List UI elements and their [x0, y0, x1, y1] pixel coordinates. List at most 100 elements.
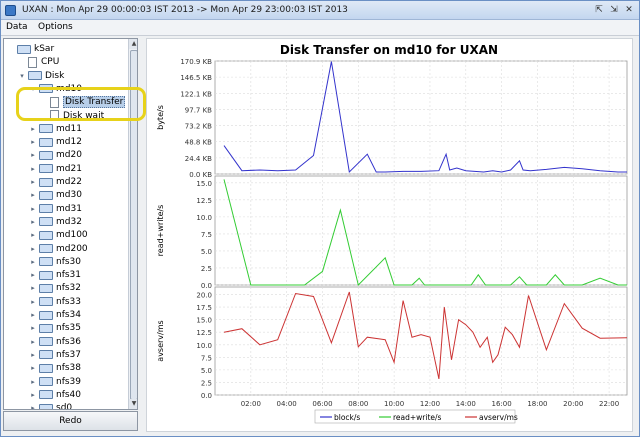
expanded-twisty-icon[interactable]: ▾: [20, 71, 24, 80]
tree-item[interactable]: ▸ nfs36: [29, 335, 81, 349]
tree-item-label: nfs34: [56, 310, 82, 320]
collapsed-twisty-icon[interactable]: ▸: [31, 297, 35, 306]
tree-item[interactable]: ▸ nfs39: [29, 375, 81, 389]
folder-icon: [39, 377, 53, 386]
y-tick-label: 0.0: [201, 392, 212, 400]
tree-item[interactable]: ▾ Disk: [18, 69, 64, 83]
tree-item[interactable]: CPU: [18, 55, 59, 69]
collapsed-twisty-icon[interactable]: ▸: [31, 311, 35, 319]
folder-icon: [39, 323, 53, 333]
folder-icon: [39, 177, 53, 187]
collapsed-twisty-icon[interactable]: ▸: [31, 284, 35, 293]
plot-area: [214, 60, 628, 175]
restore-icon[interactable]: ⇱: [595, 5, 603, 15]
collapsed-twisty-icon[interactable]: ▸: [31, 350, 35, 359]
x-tick-label: 04:00: [277, 400, 297, 408]
y-tick-label: 0.0: [201, 282, 212, 290]
tree-item[interactable]: ▸ md30: [29, 188, 82, 202]
y-tick-label: 17.5: [196, 304, 212, 312]
folder-icon: [39, 283, 53, 293]
y-tick-label: 24.4 KB: [185, 155, 212, 163]
title-bar: UXAN : Mon Apr 29 00:00:03 IST 2013 -> M…: [1, 1, 639, 20]
scroll-down-arrow-icon[interactable]: ▼: [129, 399, 137, 409]
tree-item[interactable]: ▸ md100: [29, 228, 87, 242]
tree-item[interactable]: ▸ md11: [29, 122, 82, 136]
collapsed-twisty-icon[interactable]: ▸: [31, 204, 35, 213]
folder-icon: [39, 230, 53, 240]
collapsed-twisty-icon[interactable]: ▸: [31, 271, 35, 280]
y-tick-label: 15.0: [196, 317, 212, 325]
tree-item[interactable]: ▸ md20: [29, 148, 82, 162]
tree-item[interactable]: ▸ nfs31: [29, 268, 81, 282]
tree-item[interactable]: Disk Transfer: [40, 95, 126, 109]
tree-item[interactable]: ▸ md32: [29, 215, 82, 229]
folder-icon: [39, 137, 53, 147]
collapsed-twisty-icon[interactable]: ▸: [31, 151, 35, 160]
tree-item[interactable]: ▸ md21: [29, 162, 82, 176]
collapsed-twisty-icon[interactable]: ▸: [31, 257, 35, 266]
folder-icon: [39, 84, 53, 94]
tree-item[interactable]: ▸ nfs35: [29, 321, 81, 335]
tree-item-label: nfs37: [56, 349, 82, 360]
tree-item[interactable]: ▸ sd0: [29, 401, 73, 410]
tree-item[interactable]: ▸ md31: [29, 202, 82, 216]
x-tick-label: 18:00: [527, 400, 547, 408]
tree-item[interactable]: ▸ md12: [29, 135, 82, 149]
tree-item[interactable]: ▸ nfs40: [29, 388, 81, 402]
tree-item[interactable]: ▸ nfs34: [29, 308, 81, 322]
collapsed-twisty-icon[interactable]: ▸: [31, 324, 35, 333]
collapsed-twisty-icon[interactable]: ▸: [31, 217, 35, 226]
tree-item-label: nfs32: [56, 283, 82, 294]
tree-item[interactable]: ▸ md22: [29, 175, 82, 189]
tree-item[interactable]: ▸ nfs33: [29, 295, 81, 309]
scroll-up-arrow-icon[interactable]: ▲: [129, 39, 137, 49]
y-tick-label: 10.0: [196, 214, 212, 222]
collapsed-twisty-icon[interactable]: ▸: [31, 231, 35, 240]
legend-label: read+write/s: [393, 413, 442, 422]
scroll-thumb[interactable]: [130, 50, 137, 400]
tree-item-label: md20: [56, 150, 82, 161]
disk-transfer-chart: Disk Transfer on md10 for UXAN 0.0 KB 24.4…: [156, 43, 628, 424]
collapsed-twisty-icon[interactable]: ▸: [31, 244, 35, 253]
legend-label: block/s: [334, 413, 360, 422]
x-tick-label: 22:00: [599, 400, 619, 408]
plot-area: [214, 175, 628, 286]
y-tick-label: 2.5: [201, 379, 212, 387]
tree-item-label: sd0: [56, 403, 73, 410]
maximize-icon[interactable]: ⇲: [610, 5, 618, 15]
expanded-twisty-icon[interactable]: ▾: [31, 84, 35, 93]
tree-item[interactable]: Disk wait: [40, 109, 104, 123]
tree-item[interactable]: kSar: [7, 42, 54, 56]
collapsed-twisty-icon[interactable]: ▸: [31, 178, 35, 186]
folder-icon: [39, 257, 53, 267]
collapsed-twisty-icon[interactable]: ▸: [31, 404, 35, 410]
folder-icon: [39, 403, 53, 409]
tree-item-label: md10: [56, 83, 82, 94]
collapsed-twisty-icon[interactable]: ▸: [31, 390, 35, 399]
tree-item-label: nfs35: [56, 323, 82, 334]
collapsed-twisty-icon[interactable]: ▸: [31, 138, 35, 147]
x-tick-label: 08:00: [348, 400, 368, 408]
x-tick-label: 20:00: [563, 400, 583, 408]
tree-item[interactable]: ▸ nfs38: [29, 361, 81, 375]
tree-item[interactable]: ▸ md200: [29, 242, 87, 256]
tree-item[interactable]: ▸ nfs37: [29, 348, 81, 362]
menu-options[interactable]: Options: [38, 22, 73, 32]
folder-icon: [39, 363, 53, 373]
collapsed-twisty-icon[interactable]: ▸: [31, 191, 35, 200]
tree-scrollbar[interactable]: ▲ ▼: [128, 39, 137, 409]
collapsed-twisty-icon[interactable]: ▸: [31, 337, 35, 346]
app-icon: [5, 5, 16, 16]
collapsed-twisty-icon[interactable]: ▸: [31, 377, 35, 386]
redo-button[interactable]: Redo: [3, 411, 138, 431]
tree-item-label: md32: [56, 216, 82, 227]
tree-item[interactable]: ▸ nfs32: [29, 281, 81, 295]
collapsed-twisty-icon[interactable]: ▸: [31, 364, 35, 373]
tree-item[interactable]: ▸ nfs30: [29, 255, 81, 269]
tree-item[interactable]: ▾ md10: [29, 82, 82, 96]
folder-icon: [28, 71, 42, 81]
collapsed-twisty-icon[interactable]: ▸: [31, 164, 35, 173]
collapsed-twisty-icon[interactable]: ▸: [31, 124, 35, 133]
menu-data[interactable]: Data: [6, 22, 28, 32]
close-icon[interactable]: ✕: [625, 5, 633, 15]
